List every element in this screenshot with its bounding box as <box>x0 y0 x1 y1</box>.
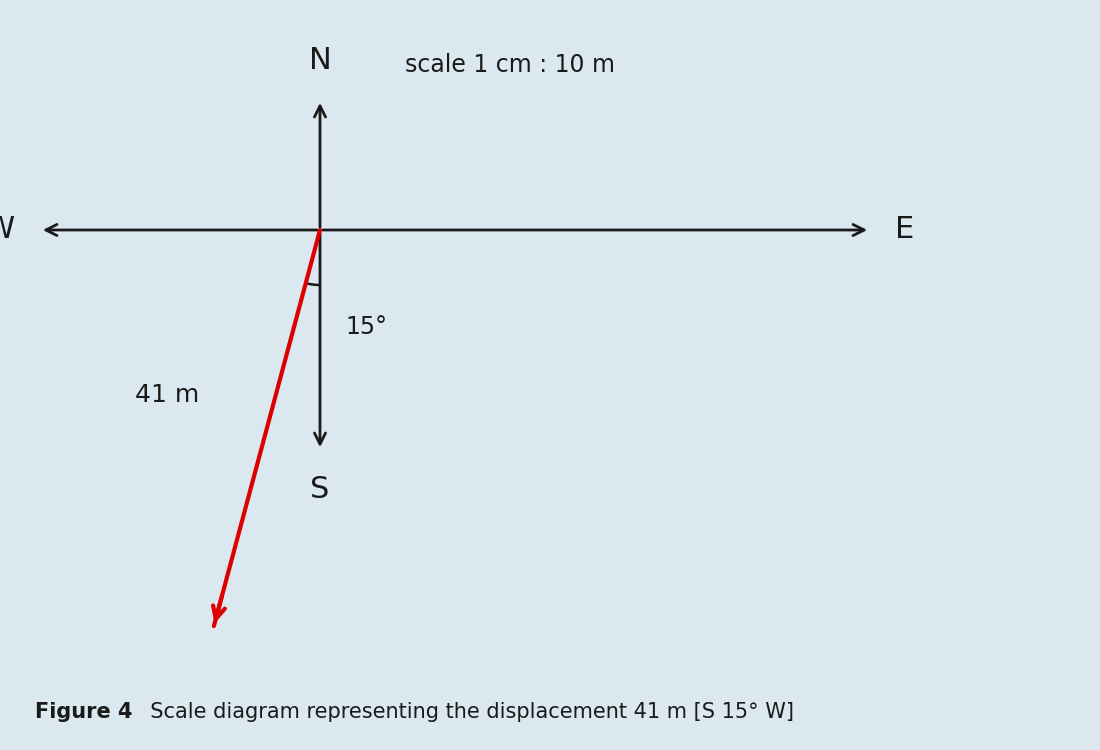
Text: W: W <box>0 215 15 244</box>
Text: 15°: 15° <box>345 315 387 339</box>
Text: 41 m: 41 m <box>135 383 199 407</box>
Text: E: E <box>895 215 914 244</box>
Text: scale 1 cm : 10 m: scale 1 cm : 10 m <box>405 53 615 77</box>
Text: S: S <box>310 475 330 504</box>
Text: N: N <box>309 46 331 75</box>
Text: Figure 4: Figure 4 <box>35 702 132 722</box>
Text: Scale diagram representing the displacement 41 m [S 15° W]: Scale diagram representing the displacem… <box>138 702 794 722</box>
